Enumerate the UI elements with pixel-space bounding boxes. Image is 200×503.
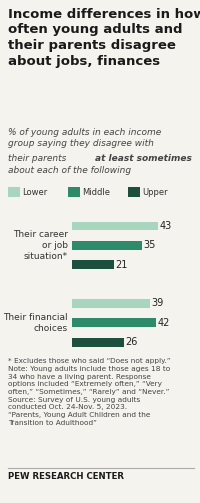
Bar bbox=[72, 318, 156, 327]
Bar bbox=[72, 221, 158, 230]
Text: their parents: their parents bbox=[8, 154, 69, 163]
Text: about each of the following: about each of the following bbox=[8, 166, 131, 175]
Text: at least sometimes: at least sometimes bbox=[95, 154, 192, 163]
Text: Upper: Upper bbox=[142, 188, 168, 197]
Bar bbox=[72, 338, 124, 347]
Text: Middle: Middle bbox=[82, 188, 110, 197]
Text: Their financial
choices: Their financial choices bbox=[3, 313, 68, 333]
Text: 35: 35 bbox=[144, 240, 156, 250]
Text: 43: 43 bbox=[160, 221, 172, 231]
Text: 42: 42 bbox=[158, 318, 170, 328]
Text: * Excludes those who said “Does not apply.”
Note: Young adults include those age: * Excludes those who said “Does not appl… bbox=[8, 358, 171, 426]
Text: Income differences in how
often young adults and
their parents disagree
about jo: Income differences in how often young ad… bbox=[8, 8, 200, 67]
Text: Their career
or job
situation*: Their career or job situation* bbox=[13, 230, 68, 261]
Bar bbox=[72, 241, 142, 250]
Text: Lower: Lower bbox=[22, 188, 47, 197]
Bar bbox=[72, 260, 114, 269]
Text: 21: 21 bbox=[116, 260, 128, 270]
Bar bbox=[72, 299, 150, 308]
Text: 39: 39 bbox=[152, 298, 164, 308]
Text: 26: 26 bbox=[126, 337, 138, 347]
Text: PEW RESEARCH CENTER: PEW RESEARCH CENTER bbox=[8, 472, 124, 481]
Text: % of young adults in each income
group saying they disagree with: % of young adults in each income group s… bbox=[8, 128, 161, 148]
